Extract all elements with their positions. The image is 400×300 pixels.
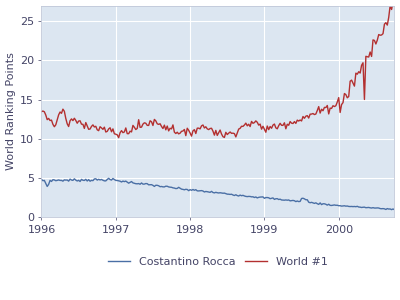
- Costantino Rocca: [392, 208, 397, 211]
- World #1: [39, 110, 44, 113]
- Costantino Rocca: [306, 200, 311, 204]
- Costantino Rocca: [348, 205, 352, 208]
- Costantino Rocca: [334, 203, 338, 207]
- World #1: [116, 136, 121, 140]
- Costantino Rocca: [216, 191, 221, 195]
- Line: World #1: World #1: [42, 2, 394, 138]
- World #1: [306, 116, 311, 120]
- Y-axis label: World Ranking Points: World Ranking Points: [6, 52, 16, 170]
- Line: Costantino Rocca: Costantino Rocca: [42, 178, 394, 210]
- World #1: [391, 0, 396, 3]
- Costantino Rocca: [194, 188, 198, 191]
- World #1: [381, 32, 386, 35]
- Costantino Rocca: [381, 207, 386, 210]
- World #1: [334, 104, 338, 107]
- World #1: [348, 80, 352, 83]
- Costantino Rocca: [106, 176, 111, 180]
- World #1: [216, 131, 221, 134]
- World #1: [392, 2, 397, 6]
- World #1: [194, 132, 198, 135]
- Costantino Rocca: [39, 178, 44, 181]
- Legend: Costantino Rocca, World #1: Costantino Rocca, World #1: [104, 252, 332, 271]
